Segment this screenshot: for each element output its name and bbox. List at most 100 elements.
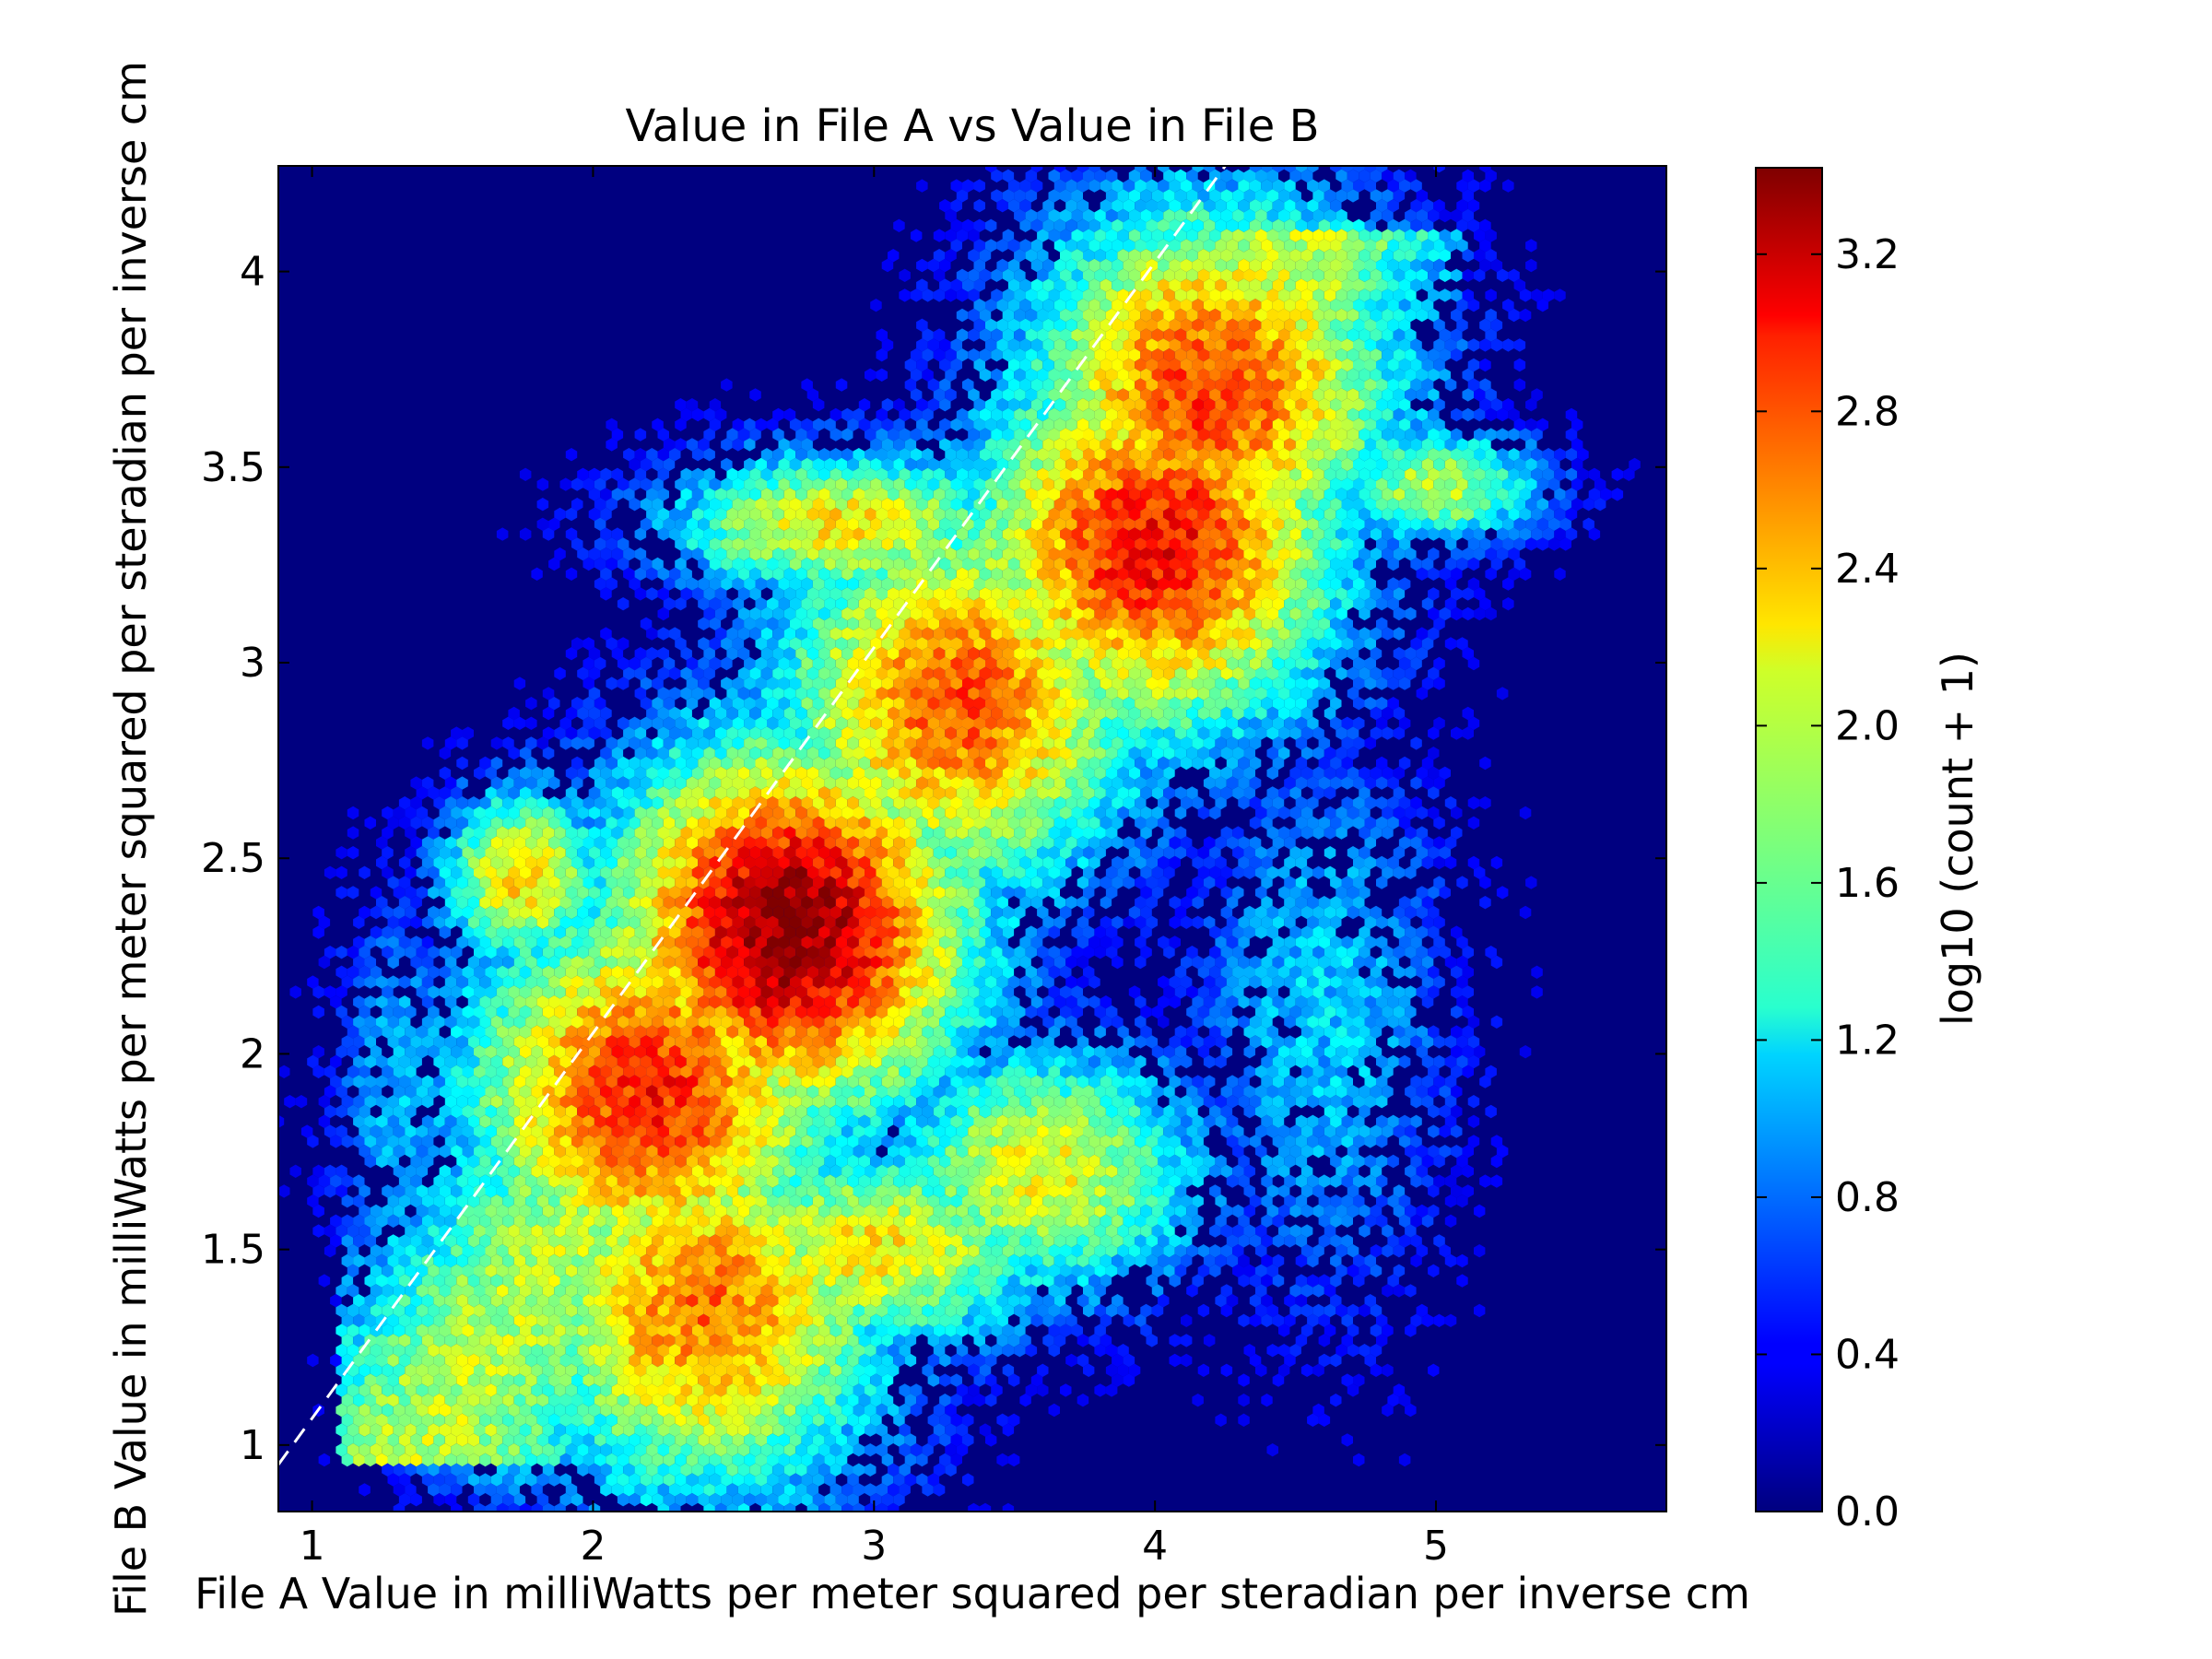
hex-cell [1203, 218, 1216, 232]
hex-cell [979, 308, 992, 323]
hex-cell [1295, 166, 1308, 173]
hex-cell [939, 358, 951, 372]
hex-cell [1077, 179, 1089, 193]
hex-cell [1117, 249, 1129, 263]
hex-cell [1324, 208, 1336, 223]
hex-cell [933, 348, 946, 362]
hex-cell [1387, 358, 1399, 372]
hex-cell [1037, 229, 1049, 242]
hex-cell [1416, 308, 1429, 323]
hex-cell [1238, 318, 1250, 332]
hex-cell [1128, 308, 1141, 323]
hex-cell [1347, 328, 1359, 342]
hex-cell [1071, 229, 1083, 242]
hex-cell [1341, 239, 1353, 253]
hex-cell [910, 288, 923, 302]
hex-cell [1135, 166, 1147, 173]
hex-cell [1300, 249, 1313, 263]
hex-cell [1077, 318, 1089, 332]
hex-cell [916, 358, 928, 372]
hex-cell [1163, 169, 1175, 182]
hex-cell [1226, 239, 1239, 253]
hex-cell [1462, 288, 1474, 302]
hex-cell [1192, 239, 1204, 253]
hex-cell [973, 258, 985, 273]
hex-cell [1485, 249, 1497, 263]
hex-cell [1490, 338, 1503, 352]
hex-cell [1295, 218, 1308, 232]
hex-cell [1112, 218, 1124, 232]
hex-cell [1123, 338, 1135, 352]
hex-cell [927, 338, 940, 352]
hex-cell [1335, 249, 1347, 263]
hex-cell [1112, 318, 1124, 332]
hex-cell [933, 249, 946, 263]
hex-cell [1140, 229, 1152, 242]
hex-cell [1220, 328, 1233, 342]
hex-cell [1100, 318, 1112, 332]
hex-cell [1112, 338, 1124, 352]
hex-cell [1284, 199, 1296, 213]
hex-cell [1135, 318, 1147, 332]
hex-cell [1255, 308, 1267, 323]
hex-cell [1071, 268, 1083, 282]
hex-cell [1238, 218, 1250, 232]
hex-cell [1226, 199, 1239, 213]
hex-cell [1215, 258, 1227, 273]
hex-cell [1060, 169, 1072, 182]
hex-cell [1428, 288, 1440, 302]
hex-cell [1462, 169, 1474, 182]
hex-cell [1439, 328, 1451, 342]
hex-cell [1037, 268, 1049, 282]
hex-cell [1307, 258, 1319, 273]
hex-cell [1318, 318, 1331, 332]
hex-cell [1014, 249, 1026, 263]
hex-cell [1071, 288, 1083, 302]
hex-cell [1474, 249, 1486, 263]
hex-cell [1220, 348, 1233, 362]
hex-cell [956, 308, 969, 323]
hex-cell [916, 278, 928, 292]
hex-cell [1226, 358, 1239, 372]
hex-cell [1398, 218, 1411, 232]
hex-cell [1261, 318, 1273, 332]
hex-cell [1042, 338, 1054, 352]
hex-cell [1042, 218, 1054, 232]
hex-cell [1525, 239, 1537, 253]
hex-cell [1284, 179, 1296, 193]
hex-cell [1100, 239, 1112, 253]
hex-cell [1272, 258, 1285, 273]
hex-cell [1197, 308, 1210, 323]
hex-cell [1266, 268, 1278, 282]
hex-cell [1307, 278, 1319, 292]
hex-cell [1433, 239, 1445, 253]
hex-cell [1300, 229, 1313, 242]
hex-cell [1416, 348, 1429, 362]
hex-cell [1123, 218, 1135, 232]
hex-cell [1077, 199, 1089, 213]
hex-cell [1312, 288, 1324, 302]
hex-cell [1019, 179, 1031, 193]
hex-cell [1255, 328, 1267, 342]
hex-cell [973, 318, 985, 332]
hex-cell [1128, 169, 1141, 182]
hex-cell [1088, 278, 1100, 292]
hex-cell [1353, 218, 1365, 232]
hex-cell [1065, 278, 1077, 292]
hex-cell [1376, 299, 1388, 312]
hex-cell [962, 179, 974, 193]
hex-cell [1007, 299, 1020, 312]
hex-cell [1272, 166, 1285, 173]
hex-cell [1060, 328, 1072, 342]
hex-cell [1083, 229, 1095, 242]
hex-cell [1146, 358, 1158, 372]
hex-cell [1382, 208, 1394, 223]
hex-cell [1100, 218, 1112, 232]
hex-cell [1071, 308, 1083, 323]
hex-cell [1065, 218, 1077, 232]
hex-cell [1479, 218, 1491, 232]
hex-cell [1192, 166, 1204, 173]
hex-cell [1197, 229, 1210, 242]
hex-cell [1416, 208, 1429, 223]
hex-cell [1467, 299, 1480, 312]
